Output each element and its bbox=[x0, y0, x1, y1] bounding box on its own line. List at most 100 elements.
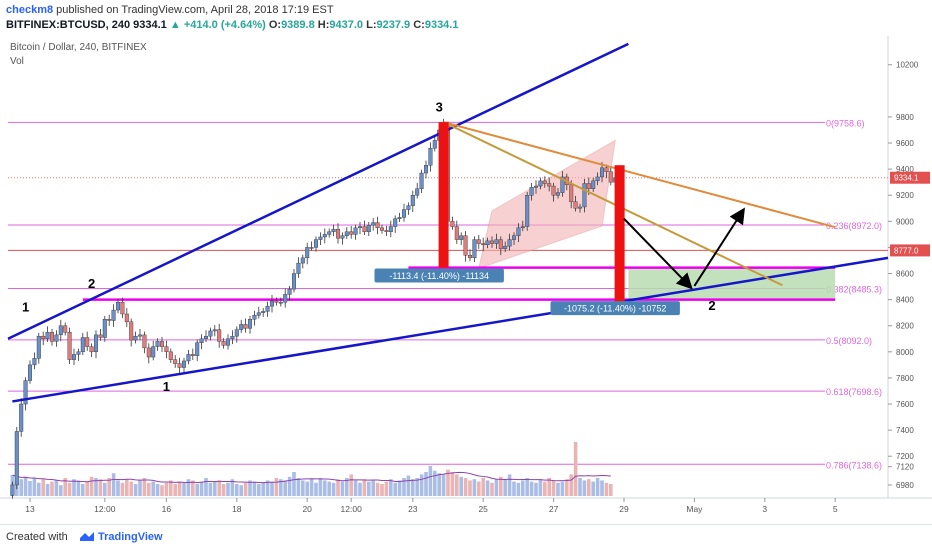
level-price-tag: 8777.0 bbox=[894, 246, 919, 255]
volume-bar bbox=[243, 482, 248, 496]
price-chart[interactable]: 6980 7120 7200 7400 7600 7800 8000 8200 8400 8600… bbox=[0, 36, 932, 524]
candle-body bbox=[468, 255, 473, 259]
candle-body bbox=[278, 302, 283, 304]
volume-ma-line bbox=[12, 471, 611, 484]
candle-body bbox=[292, 273, 297, 290]
volume-bar bbox=[349, 474, 353, 496]
volume-bar bbox=[164, 482, 169, 496]
volume-bar bbox=[604, 482, 609, 496]
published-text: published on TradingView.com, April 28, … bbox=[56, 4, 334, 16]
publish-line: checkm8 published on TradingView.com, Ap… bbox=[6, 4, 334, 16]
time-tick-label: 27 bbox=[549, 504, 559, 514]
volume-bar bbox=[547, 478, 551, 496]
volume-bar bbox=[204, 478, 208, 496]
volume-bar bbox=[305, 481, 309, 496]
volume-bar bbox=[428, 466, 433, 496]
volume-bar bbox=[446, 469, 450, 496]
price-tick-label: 9600 bbox=[896, 139, 914, 148]
price-tick-label: 8200 bbox=[896, 322, 914, 331]
candle-body bbox=[472, 239, 477, 259]
footer: Created with TradingView bbox=[0, 524, 932, 551]
low-label: L: bbox=[366, 19, 377, 31]
volume-bar bbox=[41, 479, 45, 496]
candle-body bbox=[595, 176, 600, 182]
volume-bar bbox=[591, 481, 595, 496]
candle-body bbox=[89, 346, 94, 353]
candle-body bbox=[186, 354, 191, 362]
volume-bar bbox=[98, 479, 103, 496]
candle-body bbox=[331, 228, 336, 232]
candle-body bbox=[485, 240, 490, 246]
candle-body bbox=[85, 337, 90, 347]
price-tick-label: 8600 bbox=[896, 270, 914, 279]
candle-body bbox=[296, 262, 301, 274]
volume-bar bbox=[415, 478, 419, 496]
volume-bar bbox=[406, 475, 411, 496]
chart-canvas[interactable]: 6980 7120 7200 7400 7600 7800 8000 8200 8400 8600… bbox=[0, 36, 932, 524]
candle-body bbox=[230, 335, 235, 339]
tradingview-logo[interactable]: TradingView bbox=[80, 531, 163, 543]
volume-bar bbox=[230, 479, 235, 496]
volume-bar bbox=[371, 480, 375, 496]
volume-bar bbox=[450, 472, 455, 496]
volume-bar bbox=[107, 478, 111, 496]
candle-body bbox=[547, 183, 552, 187]
volume-bar bbox=[182, 482, 186, 496]
tradingview-brand: TradingView bbox=[98, 531, 163, 543]
candle-body bbox=[305, 247, 310, 259]
volume-bar bbox=[111, 473, 116, 496]
volume-bar bbox=[525, 478, 529, 496]
volume-bar bbox=[411, 479, 415, 496]
time-tick-label: 13 bbox=[25, 504, 35, 514]
candle-body bbox=[76, 351, 81, 355]
volume-bar bbox=[318, 478, 323, 496]
volume-bar bbox=[512, 481, 516, 496]
candle-body bbox=[525, 195, 530, 227]
volume-bar bbox=[239, 485, 243, 496]
candle-body bbox=[322, 234, 327, 238]
time-tick-label: 18 bbox=[232, 504, 242, 514]
candle-body bbox=[28, 364, 33, 381]
time-tick-label: 16 bbox=[162, 504, 172, 514]
candle-body bbox=[371, 222, 376, 226]
volume-bar bbox=[459, 476, 463, 496]
volume-bar bbox=[213, 481, 217, 496]
volume-bar bbox=[287, 476, 292, 496]
measurement-label: -1113.4 (-11.40%) -11134 bbox=[389, 271, 489, 281]
time-tick-label: 29 bbox=[619, 504, 629, 514]
volume-bar bbox=[274, 478, 279, 496]
volume-bar bbox=[186, 479, 191, 496]
volume-bar bbox=[76, 480, 81, 496]
last-price: 9334.1 bbox=[133, 19, 167, 31]
candle-body bbox=[155, 341, 160, 347]
low-value: 9237.9 bbox=[376, 19, 411, 31]
author-link[interactable]: checkm8 bbox=[6, 4, 54, 16]
volume-bar bbox=[362, 479, 367, 496]
candle-body bbox=[32, 358, 37, 366]
candle-body bbox=[419, 172, 424, 189]
volume-bar bbox=[419, 474, 424, 496]
candle-body bbox=[133, 335, 138, 341]
volume-bar bbox=[59, 485, 63, 496]
price-tick-label: 7800 bbox=[896, 374, 914, 383]
candle-body bbox=[98, 334, 103, 338]
candle-body bbox=[107, 319, 112, 321]
volume-bar bbox=[235, 484, 239, 496]
candle-body bbox=[146, 347, 151, 358]
candle-body bbox=[217, 329, 222, 342]
volume-bar bbox=[331, 482, 336, 496]
last-price-tag: 9334.1 bbox=[894, 174, 919, 183]
candle-body bbox=[402, 209, 407, 218]
measurement-label: -1075.2 (-11.40%) -10752 bbox=[564, 304, 666, 314]
candle-body bbox=[195, 342, 200, 356]
candle-body bbox=[336, 228, 341, 239]
candle-body bbox=[115, 302, 120, 311]
change-value: +414.0 (+4.64%) bbox=[183, 19, 266, 31]
candle-body bbox=[225, 338, 230, 346]
volume-bar bbox=[257, 484, 261, 496]
candle-body bbox=[234, 329, 239, 337]
symbol-label: BITFINEX:BTCUSD, 240 bbox=[6, 19, 131, 31]
volume-bar bbox=[138, 480, 142, 496]
candle-body bbox=[19, 403, 24, 432]
candle-body bbox=[410, 195, 415, 206]
